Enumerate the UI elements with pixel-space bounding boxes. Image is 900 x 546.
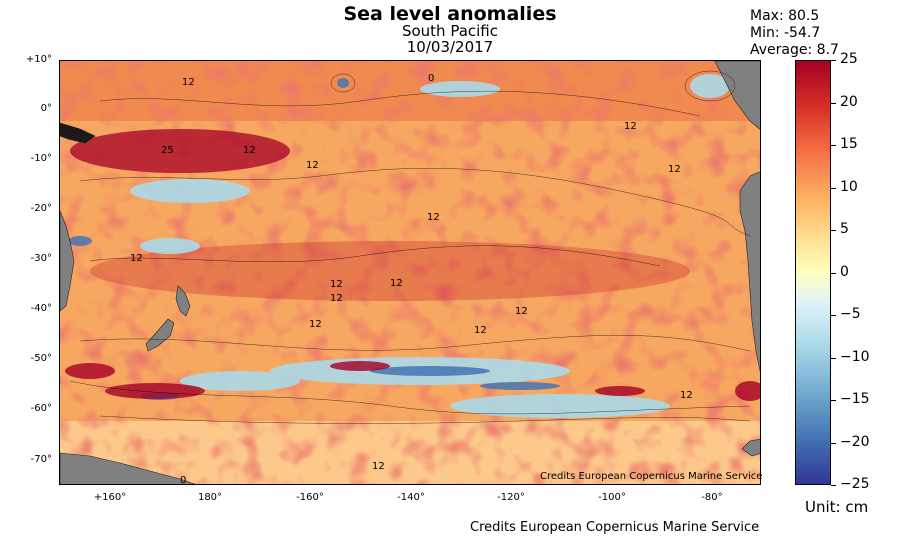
ylab-3: -20° (30, 203, 52, 214)
warm-band-midlat (90, 241, 690, 301)
contour-label: 12 (306, 160, 319, 171)
land-masses (60, 61, 760, 484)
contour-label: 12 (330, 293, 343, 304)
antarctic-peninsula (741, 439, 760, 457)
colorbar-tick-label: 5 (840, 221, 849, 237)
contour-label: 0 (428, 73, 434, 84)
contour-lines (69, 70, 751, 424)
central-america (714, 61, 760, 130)
contour-label: 12 (515, 306, 528, 317)
xlab-3: -140° (397, 492, 425, 503)
strong-warm-anomalies (65, 361, 760, 401)
colorbar-tick-mark (831, 357, 836, 359)
contour-label-group: 12 0 12 25 12 12 12 12 12 12 12 12 12 12 12 12 0 12 (130, 73, 693, 485)
new-zealand-north (175, 285, 191, 317)
australia (60, 210, 75, 312)
colorbar-tick-label: 10 (840, 178, 858, 195)
xlab-5: -100° (598, 492, 626, 503)
colorbar-tick-label: 25 (840, 51, 858, 67)
map-region: South Pacific (401, 22, 499, 40)
colorbar (795, 60, 831, 485)
xlab-6: -80° (701, 492, 723, 503)
ylab-7: -60° (30, 403, 52, 414)
stat-min: Min: -54.7 (750, 25, 821, 41)
colorbar-tick-label: 15 (840, 136, 858, 152)
colorbar-tick-mark (831, 315, 836, 316)
contour-label: 12 (130, 253, 143, 264)
contour-label: 25 (161, 145, 174, 156)
colorbar-tick-mark (831, 272, 836, 274)
contour-label: 12 (243, 145, 256, 156)
ylab-6: -50° (30, 353, 52, 364)
new-guinea (60, 122, 96, 144)
map-panel: 12 0 12 25 12 12 12 12 12 12 12 12 12 12 12 12 0 12 (59, 60, 761, 485)
stat-average: Average: 8.7 (750, 42, 839, 58)
contour-label: 12 (427, 212, 440, 223)
colorbar-tick-label: −5 (840, 306, 861, 322)
colorbar-tick-mark (831, 400, 836, 401)
ylab-5: -40° (30, 303, 52, 314)
contour-label: 12 (680, 390, 693, 401)
colorbar-tick-mark (831, 60, 836, 61)
strong-cool-anomalies (68, 78, 560, 400)
ylab-4: -30° (30, 253, 52, 264)
map-date: 10/03/2017 (406, 38, 494, 56)
ylab-8: -70° (30, 454, 52, 465)
anomaly-map: 12 0 12 25 12 12 12 12 12 12 12 12 12 12 12 12 0 12 (60, 61, 760, 485)
xlab-2: -160° (296, 492, 324, 503)
contour-label: 12 (372, 461, 385, 472)
south-america (739, 171, 760, 373)
colorbar-tick-label: −10 (840, 348, 870, 365)
map-credits: Credits European Copernicus Marine Servi… (540, 471, 763, 482)
contour-label: 12 (330, 279, 343, 290)
colorbar-tick-mark (831, 145, 836, 146)
contour-label: 12 (390, 278, 403, 289)
stats-panel: Max: 80.5 Min: -54.7 Average: 8.7 (750, 8, 839, 59)
contour-label: 12 (182, 77, 195, 88)
ylab-2: -10° (30, 153, 52, 164)
colorbar-tick-mark (831, 102, 836, 104)
new-zealand-south (145, 318, 175, 352)
xlab-1: 180° (197, 492, 223, 503)
map-title: Sea level anomalies (343, 3, 557, 25)
xlab-0: +160° (93, 492, 127, 503)
cool-anomalies (130, 74, 730, 418)
contour-label: 12 (309, 319, 322, 330)
colorbar-tick-mark (831, 187, 836, 189)
credits: Credits European Copernicus Marine Servi… (470, 520, 760, 535)
colorbar-tick-label: 0 (840, 263, 849, 280)
stat-max: Max: 80.5 (750, 8, 820, 24)
ylab-0: +10° (25, 54, 52, 65)
contour-label: 12 (668, 164, 681, 175)
contour-label: 12 (474, 325, 487, 336)
contour-label: 12 (624, 121, 637, 132)
contour-label: 0 (180, 475, 186, 485)
colorbar-tick-label: 20 (840, 93, 858, 110)
colorbar-tick-label: −20 (840, 433, 870, 450)
ylab-1: 0° (40, 103, 52, 114)
colorbar-tick-label: −25 (840, 476, 870, 492)
warm-pool-west (70, 129, 290, 173)
colorbar-tick-mark (831, 230, 836, 231)
xlab-4: -120° (497, 492, 525, 503)
antarctica (60, 452, 196, 484)
unit-label: Unit: cm (805, 498, 869, 516)
colorbar-tick-mark (831, 485, 836, 486)
colorbar-tick-mark (831, 442, 836, 444)
colorbar-tick-label: −15 (840, 391, 870, 407)
